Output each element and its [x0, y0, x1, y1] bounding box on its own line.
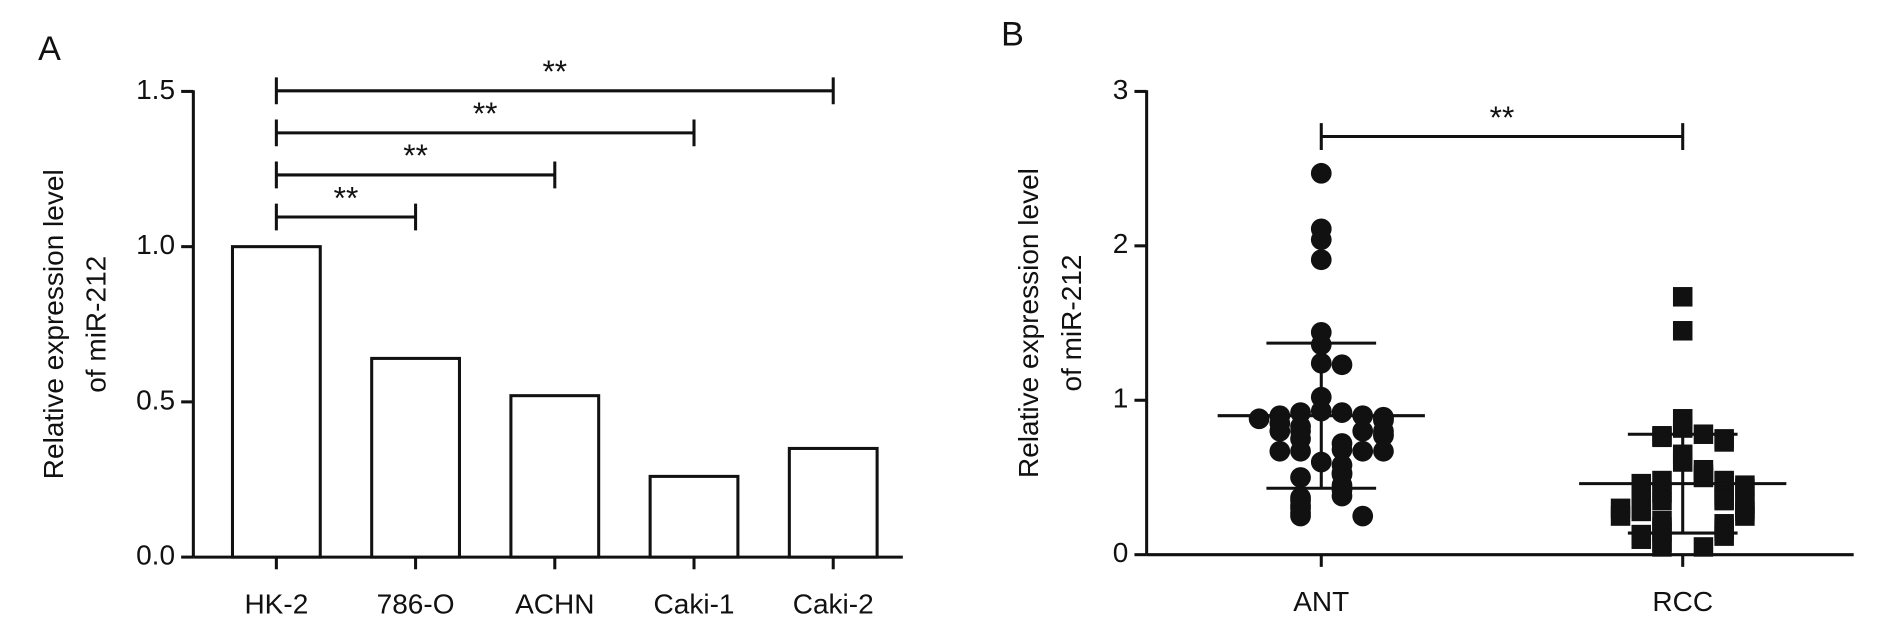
data-point — [1714, 490, 1734, 511]
y-axis-label: of miR-212 — [1056, 255, 1087, 392]
significance-label: ** — [334, 179, 359, 215]
x-tick-label: 786-O — [377, 588, 455, 619]
data-point — [1714, 432, 1734, 452]
y-tick-label: 2 — [1113, 228, 1129, 259]
data-point — [1672, 321, 1693, 341]
significance-bracket — [274, 203, 418, 231]
data-point — [1310, 229, 1332, 251]
y-tick-label: 0.5 — [136, 384, 175, 415]
y-tick-label: 0 — [1113, 537, 1129, 568]
x-tick-label: ANT — [1293, 586, 1349, 617]
data-point — [1248, 408, 1270, 430]
y-tick-label: 1.5 — [136, 74, 175, 105]
significance-label: ** — [542, 53, 567, 89]
y-tick-label: 1.0 — [136, 229, 175, 260]
data-point — [1331, 485, 1353, 507]
x-tick-label: ACHN — [515, 588, 594, 619]
data-point — [1610, 506, 1631, 526]
significance-bracket — [274, 119, 696, 147]
y-axis-label: Relative expression level — [38, 169, 69, 479]
panel-label: B — [1001, 16, 1024, 54]
data-point — [1352, 440, 1374, 462]
significance-bracket — [1319, 123, 1685, 150]
data-point — [1373, 440, 1394, 462]
data-point — [1269, 420, 1291, 442]
significance-bracket — [274, 77, 835, 105]
y-tick-label: 1 — [1113, 383, 1129, 414]
data-point — [1652, 427, 1672, 448]
x-tick-label: Caki-2 — [793, 588, 874, 619]
x-tick-label: RCC — [1652, 586, 1713, 617]
bar — [787, 446, 879, 559]
data-point — [1331, 402, 1353, 423]
data-point — [1269, 440, 1291, 462]
data-point — [1693, 537, 1714, 557]
y-tick-label: 0.0 — [136, 540, 175, 571]
data-point — [1672, 287, 1693, 307]
data-point — [1310, 162, 1332, 184]
bar — [509, 394, 601, 559]
data-point — [1652, 537, 1672, 557]
data-point — [1652, 490, 1672, 511]
data-point — [1290, 505, 1311, 527]
bar — [230, 245, 322, 559]
data-point — [1290, 440, 1311, 462]
significance-label: ** — [403, 137, 428, 173]
data-point — [1331, 354, 1353, 376]
significance-bracket — [274, 161, 557, 189]
data-point — [1310, 249, 1332, 271]
data-point — [1352, 420, 1374, 442]
x-tick-label: HK-2 — [244, 588, 308, 619]
y-axis-label: Relative expression level — [1013, 168, 1044, 478]
significance-label: ** — [473, 95, 498, 131]
data-point — [1714, 526, 1734, 546]
bar — [648, 474, 740, 559]
data-point — [1290, 467, 1311, 488]
data-point — [1735, 506, 1755, 526]
x-tick-label: Caki-1 — [654, 588, 735, 619]
bar — [370, 356, 461, 559]
data-point — [1373, 425, 1394, 447]
significance-label: ** — [1490, 99, 1515, 135]
panel-label: A — [38, 30, 61, 68]
data-point — [1631, 501, 1652, 522]
y-axis-label: of miR-212 — [81, 256, 112, 393]
data-point — [1352, 505, 1374, 527]
y-tick-label: 3 — [1113, 74, 1129, 105]
data-point — [1331, 439, 1353, 461]
